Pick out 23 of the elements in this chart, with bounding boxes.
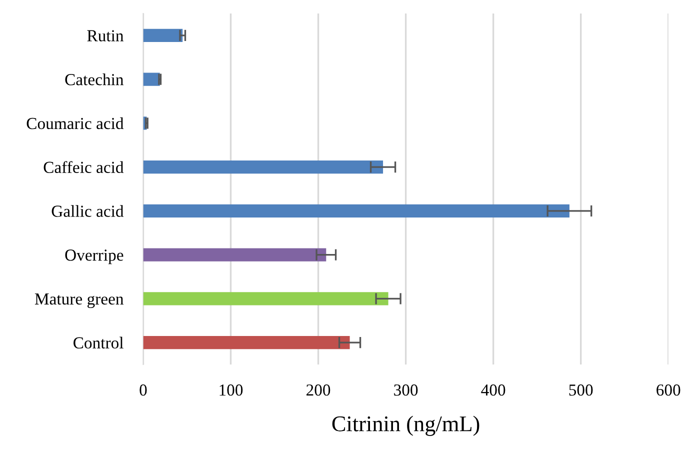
y-tick-label: Gallic acid bbox=[52, 205, 124, 217]
y-tick-label: Catechin bbox=[65, 74, 124, 86]
x-tick-label: 100 bbox=[220, 384, 243, 396]
bar bbox=[143, 248, 326, 262]
x-tick-label: 0 bbox=[140, 384, 147, 396]
bar bbox=[143, 160, 384, 174]
bar bbox=[143, 204, 570, 218]
y-tick-label: Caffeic acid bbox=[44, 161, 124, 174]
x-axis-title: Citrinin (ng/mL) bbox=[332, 416, 480, 436]
x-tick-label: 300 bbox=[394, 384, 418, 396]
y-tick-label: Mature green bbox=[34, 294, 124, 308]
x-tick-label: 500 bbox=[569, 384, 593, 396]
bar bbox=[143, 28, 183, 42]
x-tick-label: 400 bbox=[481, 384, 506, 396]
bar bbox=[143, 292, 388, 306]
y-tick-label: Control bbox=[74, 336, 124, 349]
x-tick-label: 600 bbox=[656, 384, 680, 396]
y-tick-label: Coumaric acid bbox=[26, 117, 124, 130]
bar bbox=[143, 336, 350, 350]
x-tick-label: 200 bbox=[306, 384, 330, 396]
bar bbox=[143, 72, 160, 86]
y-tick-label: Overripe bbox=[65, 250, 124, 264]
y-tick-label: Rutin bbox=[87, 30, 124, 42]
